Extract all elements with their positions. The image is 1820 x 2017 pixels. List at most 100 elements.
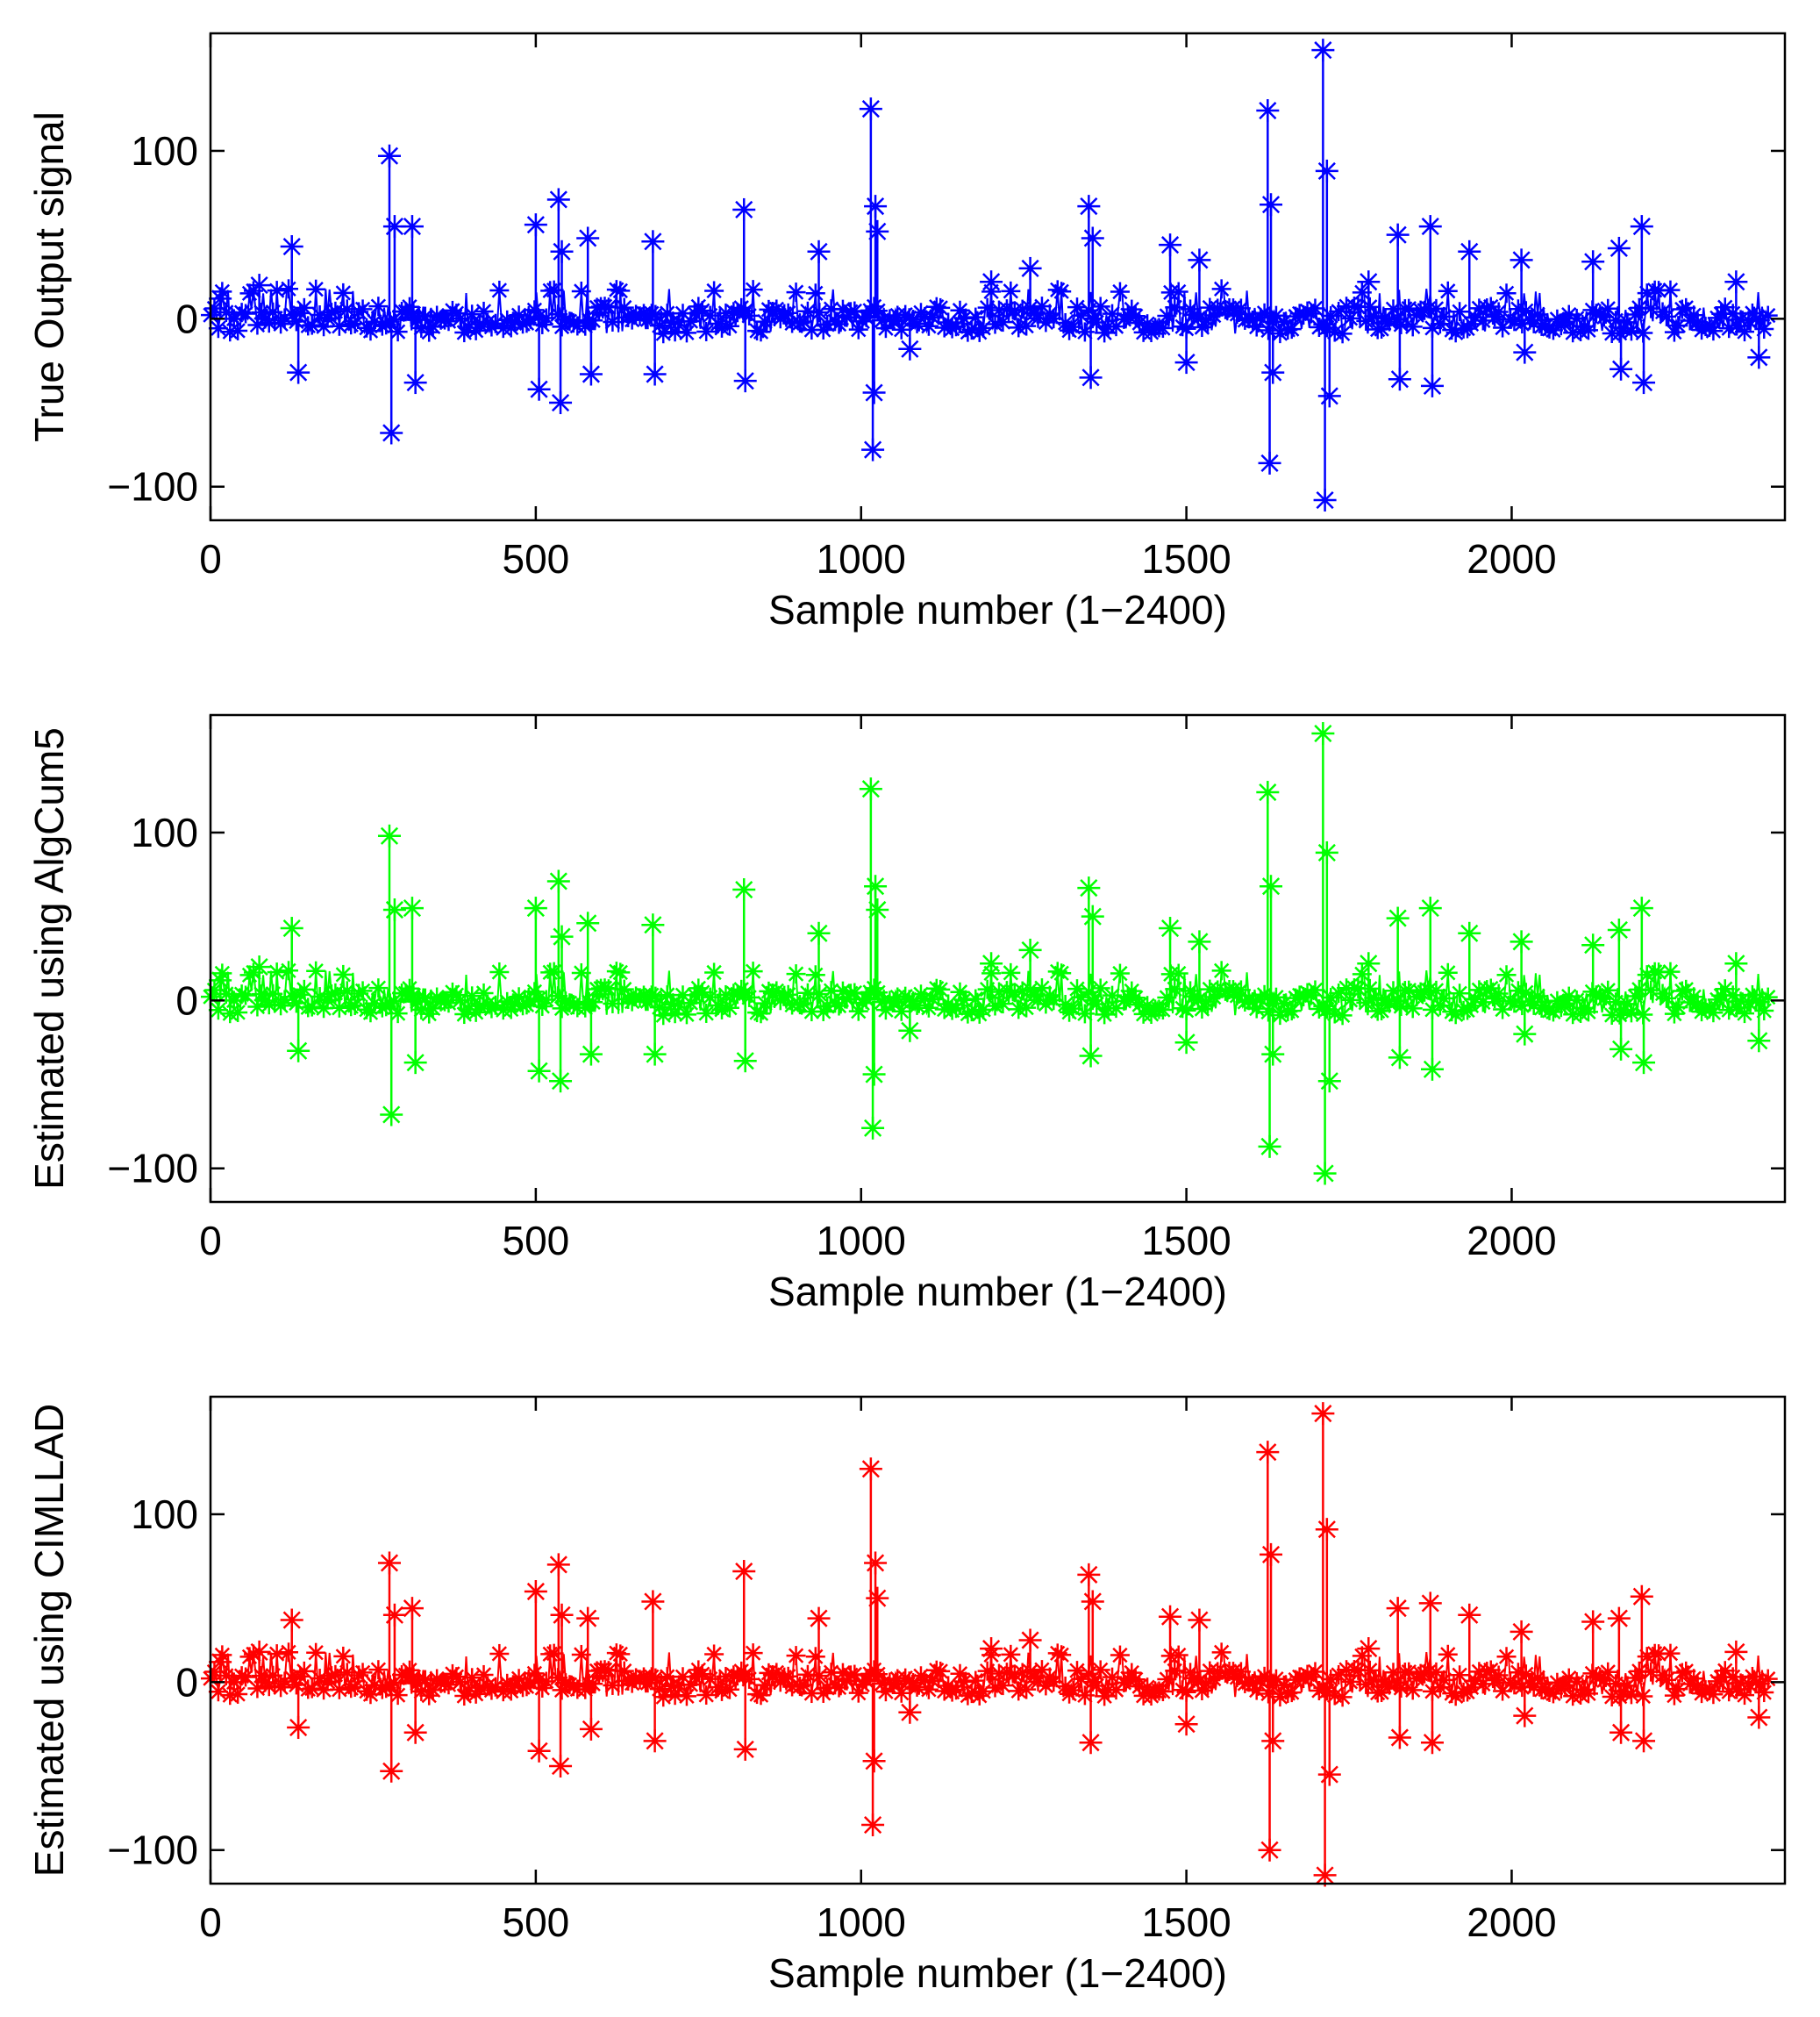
data-point: [1510, 1620, 1533, 1643]
data-point: [403, 371, 427, 395]
x-tick-labels: 0 500 1000 1500 2000: [199, 1899, 1556, 1945]
data-series-true-output: [209, 39, 1771, 512]
y-tick-label: −100: [107, 1146, 198, 1191]
data-point: [861, 438, 885, 461]
data-point: [1632, 371, 1656, 395]
data-point: [1747, 1706, 1771, 1729]
tick-marks: [209, 33, 1785, 520]
data-point: [546, 1553, 570, 1577]
data-point: [643, 1729, 667, 1753]
data-point: [898, 337, 922, 361]
data-point: [1018, 1628, 1042, 1652]
data-point: [549, 391, 573, 415]
data-series-algcum5: [209, 722, 1771, 1185]
data-point: [1607, 1606, 1631, 1630]
data-point: [641, 230, 665, 254]
x-axis-label: Sample number (1−2400): [768, 1269, 1227, 1314]
data-point: [1357, 270, 1381, 294]
data-point: [643, 362, 667, 386]
y-tick-labels: 100 0 −100: [107, 810, 198, 1191]
x-tick-label: 500: [502, 1218, 569, 1263]
x-axis-label: Sample number (1−2400): [768, 1950, 1227, 1996]
data-point: [1261, 361, 1285, 384]
data-point: [643, 1042, 667, 1066]
data-point: [898, 1019, 922, 1042]
data-point: [209, 969, 232, 992]
data-point: [1458, 921, 1481, 945]
data-point: [980, 952, 1003, 976]
y-tick-label: 100: [131, 1491, 198, 1537]
axes-box: [209, 32, 1787, 522]
data-point: [1420, 1731, 1444, 1755]
data-point: [576, 912, 600, 935]
data-point: [1258, 1838, 1281, 1862]
data-point: [403, 1720, 427, 1744]
data-point: [579, 1717, 603, 1741]
data-point: [1388, 1046, 1411, 1069]
data-point: [1174, 1713, 1198, 1736]
data-point: [287, 361, 310, 384]
data-point: [1315, 1518, 1338, 1541]
data-point: [576, 1606, 600, 1630]
data-point: [287, 1039, 310, 1062]
data-point: [864, 195, 888, 218]
y-tick-label: 0: [175, 977, 198, 1023]
data-point: [862, 1749, 886, 1773]
y-tick-label: −100: [107, 1827, 198, 1873]
data-point: [1081, 1590, 1104, 1613]
y-tick-label: 0: [175, 1659, 198, 1705]
data-point: [1510, 248, 1533, 272]
data-point: [1607, 236, 1631, 260]
data-point: [1357, 952, 1381, 976]
data-point: [1081, 905, 1104, 928]
data-point: [1079, 1731, 1103, 1755]
data-point: [546, 188, 570, 211]
data-point: [1418, 1591, 1442, 1615]
data-point: [1357, 1637, 1381, 1661]
data-point: [1513, 1704, 1537, 1727]
y-axis-label: Estimated using AlgCum5: [26, 727, 72, 1190]
x-tick-label: 1500: [1141, 536, 1231, 582]
data-point: [1632, 1051, 1656, 1075]
y-tick-label: 100: [131, 810, 198, 855]
data-point: [1313, 1863, 1337, 1887]
x-tick-label: 0: [199, 1899, 222, 1945]
data-point: [1724, 1640, 1748, 1663]
x-tick-label: 1500: [1141, 1218, 1231, 1263]
subplot-cimllad: 0 500 1000 1500 2000 1000−100 Sample number …: [26, 1395, 1787, 1996]
y-tick-label: 100: [131, 128, 198, 174]
x-tick-label: 1500: [1141, 1899, 1231, 1945]
data-point: [1159, 1605, 1182, 1628]
data-point: [1313, 1162, 1337, 1185]
x-tick-label: 0: [199, 1218, 222, 1263]
data-point: [864, 1551, 888, 1575]
data-point: [807, 1606, 831, 1630]
data-point: [1174, 351, 1198, 375]
data-point: [859, 97, 882, 121]
data-point: [1420, 374, 1444, 397]
data-point: [524, 213, 547, 237]
data-point: [527, 1739, 551, 1763]
data-point: [524, 897, 547, 920]
data-point: [380, 421, 403, 445]
data-point: [280, 917, 303, 941]
data-point: [1261, 1042, 1285, 1066]
data-point: [1607, 918, 1631, 941]
data-point: [859, 1457, 882, 1481]
data-point: [1256, 99, 1280, 123]
data-point: [1260, 1542, 1283, 1566]
data-point: [382, 1603, 406, 1627]
y-tick-labels: 100 0 −100: [107, 128, 198, 510]
subplot-true-output: 0 500 1000 1500 2000 1000−100 Sample number …: [26, 32, 1787, 633]
data-point: [550, 240, 574, 263]
x-axis-label: Sample number (1−2400): [768, 587, 1227, 633]
x-tick-label: 2000: [1467, 536, 1556, 582]
noise-band: [201, 961, 1778, 1026]
x-tick-label: 1000: [817, 1899, 906, 1945]
data-point: [1513, 340, 1537, 364]
data-point: [1258, 1134, 1281, 1158]
data-point: [866, 898, 889, 921]
data-point: [1311, 39, 1335, 62]
data-point: [382, 898, 406, 921]
